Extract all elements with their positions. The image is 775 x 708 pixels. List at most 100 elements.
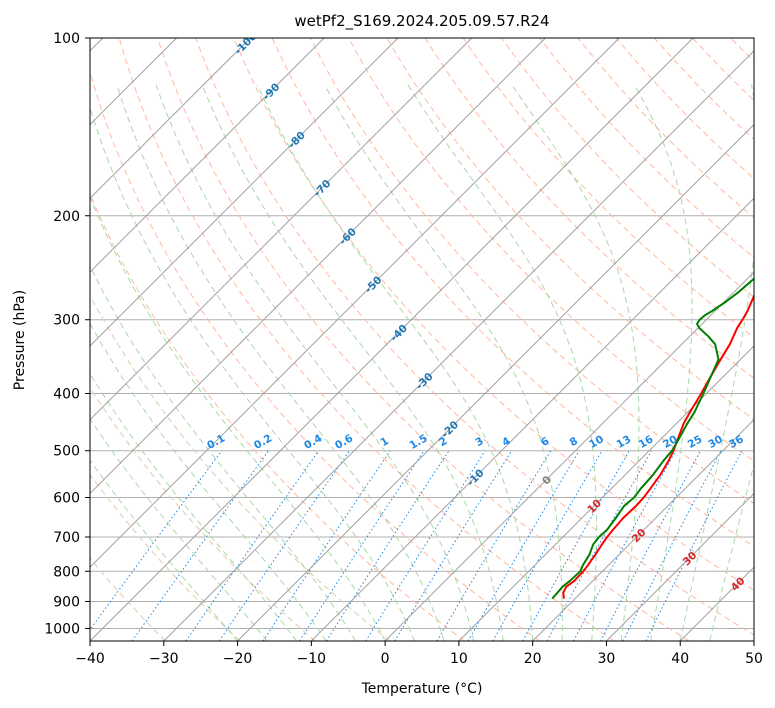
- x-axis-label: Temperature (°C): [361, 681, 483, 697]
- dry-adiabat-line: [118, 38, 615, 641]
- moist-adiabat-line: [511, 84, 640, 641]
- moist-adiabat-line: [679, 84, 754, 641]
- dry-adiabat-line: [692, 38, 754, 102]
- pressure-gridlines: [90, 38, 754, 629]
- isotherm-label: -50: [363, 274, 385, 296]
- dry-adiabat-line: [271, 38, 754, 548]
- mixing-ratio-label: 6: [539, 435, 551, 449]
- line-labels: 0.1 0.2 0.4 0.6 1 1.5 2 3 4 6 8 10 13 16 20 25 30 36-100-…: [205, 30, 748, 594]
- isotherm-line: [90, 38, 694, 641]
- isotherm-line: [606, 492, 754, 641]
- plot-area: 0.1 0.2 0.4 0.6 1 1.5 2 3 4 6 8 10 13 16 20 25 30 36-100-…: [90, 30, 754, 641]
- mixing-ratio-line: [90, 450, 223, 631]
- dry-adiabat-line: [195, 38, 754, 636]
- moist-adiabat-line: [90, 459, 238, 641]
- moist-adiabat-line: [201, 84, 504, 641]
- dry-adiabat-line: [424, 38, 754, 379]
- isotherm-label: -10: [465, 467, 487, 489]
- y-tick-label: 600: [53, 490, 80, 506]
- moist-adiabat-line: [90, 264, 357, 641]
- mixing-ratio-line: [185, 450, 320, 641]
- dry-adiabat-line: [90, 473, 241, 641]
- mixing-ratio-line: [325, 450, 450, 641]
- mixing-ratio-line: [365, 450, 486, 641]
- dewpoint-trace: [551, 277, 754, 600]
- y-tick-label: 300: [53, 313, 80, 329]
- moist-adiabat-line: [116, 84, 445, 641]
- chart-title: wetPf2_S169.2024.205.09.57.R24: [294, 12, 549, 31]
- dry-adiabat-line: [90, 192, 465, 641]
- isotherm-line: [90, 38, 546, 495]
- isotherm-line: [753, 640, 754, 641]
- mixing-ratio-label: 0.4: [302, 432, 324, 452]
- moist-adiabat-line: [633, 84, 693, 641]
- mixing-ratio-line: [299, 450, 425, 641]
- y-axis-label: Pressure (hPa): [12, 290, 28, 390]
- x-tick-label: 10: [450, 651, 468, 667]
- temperature-trace: [562, 293, 754, 599]
- dry-adiabat-line: [309, 38, 754, 505]
- y-tick-label: 700: [53, 530, 80, 546]
- isotherm-label: 20: [630, 526, 649, 545]
- y-tick-label: 100: [53, 31, 80, 47]
- isotherm-line: [679, 566, 754, 641]
- y-tick-label: 800: [53, 564, 80, 580]
- dry-adiabat-line: [90, 386, 316, 641]
- moist-adiabats: [90, 84, 754, 641]
- moist-adiabat-line: [90, 322, 327, 641]
- mixing-ratio-line: [436, 450, 552, 641]
- isotherm-label: -60: [337, 226, 359, 248]
- isotherm-line: [163, 50, 754, 641]
- isotherm-line: [237, 123, 754, 641]
- x-tick-label: −40: [75, 651, 105, 667]
- mixing-ratio-label: 30: [706, 433, 725, 451]
- mixing-ratio-line: [262, 450, 391, 641]
- moist-adiabat-line: [90, 417, 268, 641]
- moist-adiabat-line: [256, 84, 534, 641]
- moist-adiabat-line: [324, 84, 563, 641]
- mixing-ratio-line: [573, 450, 677, 641]
- dry-adiabat-line: [90, 70, 540, 641]
- isotherm-label: 0: [540, 474, 554, 488]
- mixing-ratio-line: [645, 450, 743, 641]
- mixing-ratio-label: 1.5: [407, 432, 429, 452]
- y-tick-label: 200: [53, 209, 80, 225]
- isotherm-line: [90, 38, 473, 421]
- moist-adiabat-line: [90, 195, 386, 641]
- y-tick-label: 400: [53, 387, 80, 403]
- isotherm-label: -90: [260, 81, 282, 103]
- profile-traces: [551, 277, 754, 600]
- mixing-ratio-line: [622, 450, 722, 641]
- isotherm-line: [532, 418, 754, 641]
- dry-adiabat-line: [157, 38, 690, 641]
- isotherm-line: [458, 345, 754, 641]
- dry-adiabat-line: [615, 38, 754, 180]
- dry-adiabat-line: [653, 38, 754, 141]
- x-tick-label: 30: [598, 651, 616, 667]
- plot-frame: [89, 37, 755, 642]
- x-axis: −40 −30 −20 −10 0 10 20 30 40 50: [75, 641, 763, 667]
- x-tick-label: −10: [297, 651, 327, 667]
- x-tick-label: 50: [745, 651, 763, 667]
- y-axis: 100 200 300 400 500 600 700 800 900 1000: [44, 31, 90, 637]
- isotherm-line: [90, 38, 251, 200]
- isotherm-label: -30: [414, 371, 436, 393]
- mixing-ratio-label: 36: [727, 433, 746, 451]
- moist-adiabat-line: [90, 105, 416, 641]
- isotherm-label: 40: [729, 575, 748, 594]
- isotherm-line: [384, 271, 754, 641]
- x-tick-label: −30: [149, 651, 179, 667]
- isotherm-label: -100: [232, 30, 259, 57]
- isotherm-line: [90, 38, 325, 273]
- y-tick-label: 500: [53, 444, 80, 460]
- moist-adiabat-line: [709, 462, 754, 641]
- isotherm-line: [310, 197, 754, 641]
- dry-adiabat-line: [90, 294, 391, 641]
- x-tick-label: 0: [381, 651, 390, 667]
- mixing-ratio-line: [522, 450, 630, 641]
- y-tick-label: 900: [53, 594, 80, 610]
- mixing-ratio-line: [394, 450, 513, 641]
- mixing-ratio-label: 0.1: [205, 432, 227, 452]
- moist-adiabat-line: [407, 84, 597, 641]
